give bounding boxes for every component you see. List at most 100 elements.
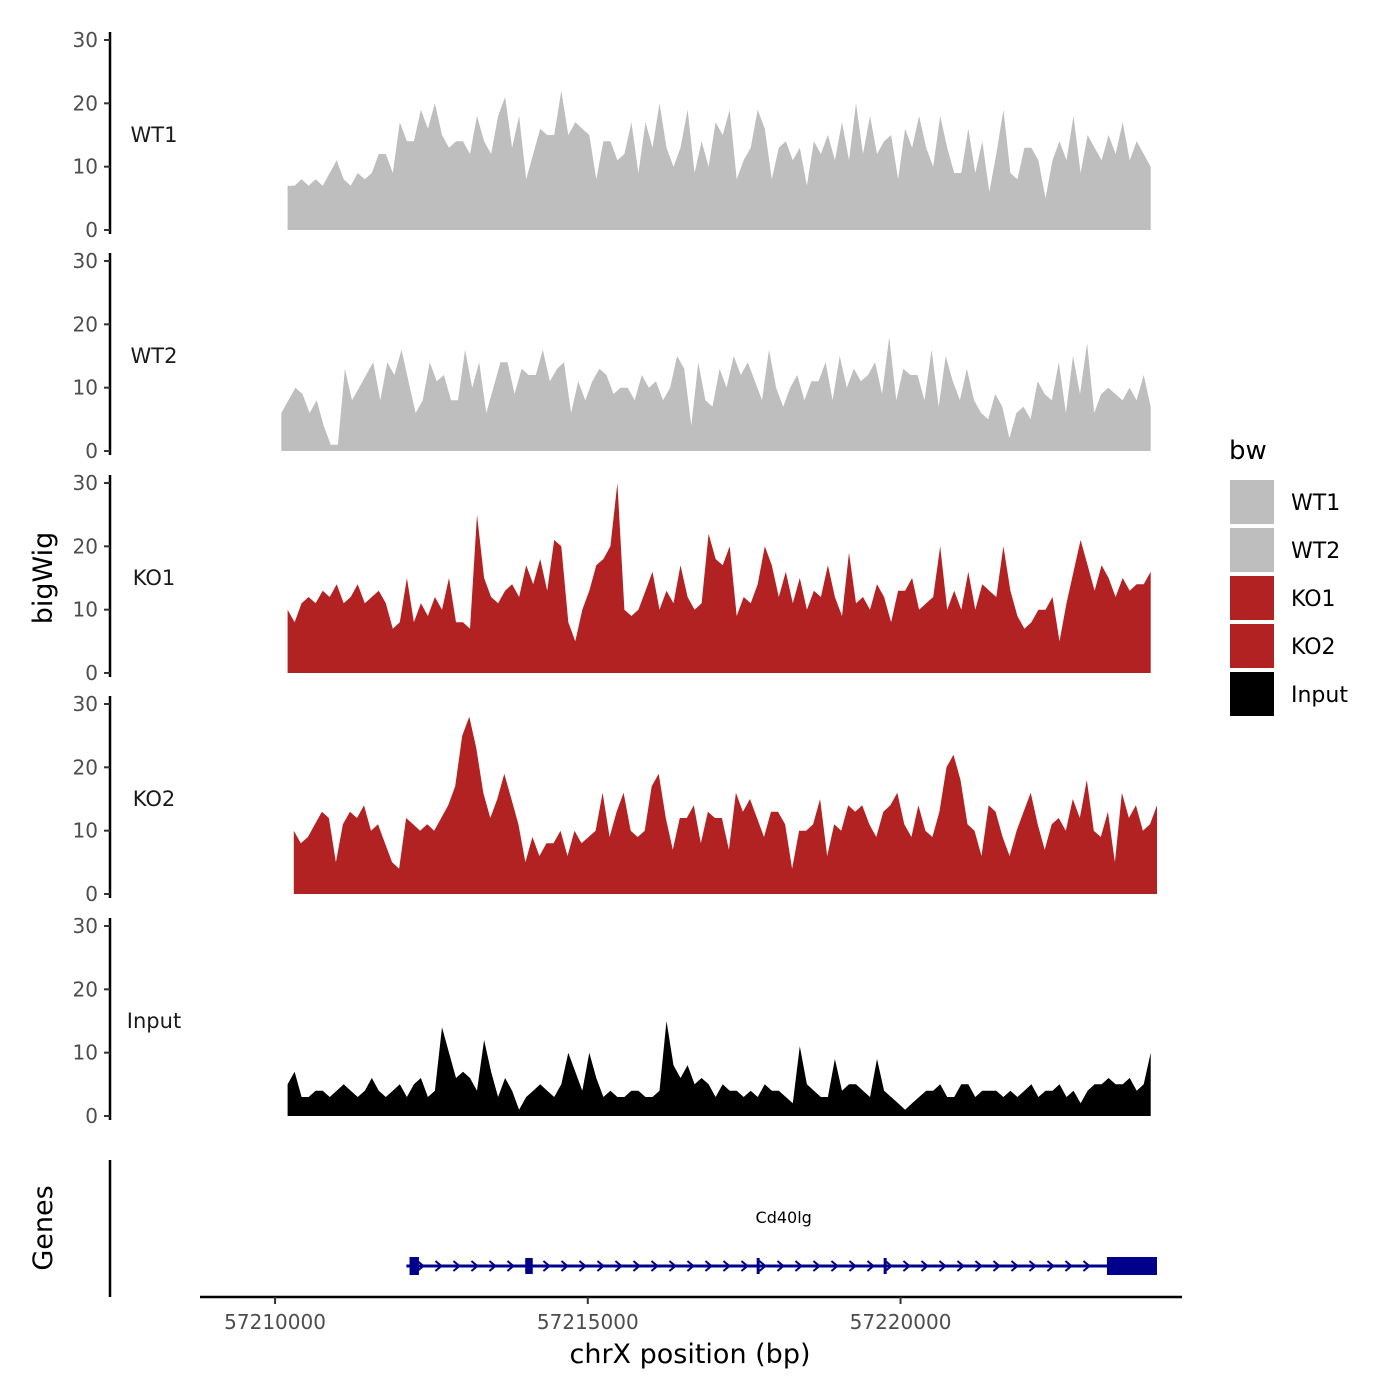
- strand-arrow: [740, 1260, 749, 1272]
- legend-swatch-ko2: [1230, 624, 1274, 668]
- legend-label-wt1: WT1: [1291, 491, 1340, 516]
- y-tick-label: 0: [85, 882, 98, 906]
- y-tick-label: 0: [85, 1104, 98, 1128]
- strand-arrow: [974, 1260, 983, 1272]
- coverage-area-wt1: [287, 90, 1151, 230]
- coverage-area-input: [287, 1021, 1151, 1116]
- legend-label-input: Input: [1291, 683, 1348, 708]
- gene-name-label: Cd40lg: [756, 1208, 812, 1227]
- strand-arrow: [632, 1260, 641, 1272]
- y-tick-label: 0: [85, 439, 98, 463]
- y-tick-label: 30: [73, 249, 98, 273]
- x-tick-label: 57220000: [850, 1310, 952, 1334]
- strand-arrow: [1046, 1260, 1055, 1272]
- y-tick-label: 20: [73, 755, 98, 779]
- y-tick-label: 10: [73, 376, 98, 400]
- y-tick-label: 10: [73, 155, 98, 179]
- x-tick-label: 57210000: [224, 1310, 326, 1334]
- gene-exon: [409, 1257, 419, 1275]
- track-ko1: 0 10 20 30 KO1: [73, 471, 1151, 685]
- strand-arrow: [452, 1260, 461, 1272]
- y-tick-label: 0: [85, 661, 98, 685]
- track-input: 0 10 20 30 Input: [73, 914, 1151, 1128]
- legend-label-ko1: KO1: [1291, 587, 1336, 612]
- strand-arrow: [1028, 1260, 1037, 1272]
- y-tick-label: 30: [73, 471, 98, 495]
- strand-arrow: [848, 1260, 857, 1272]
- strand-arrow: [560, 1260, 569, 1272]
- strand-arrow: [992, 1260, 1001, 1272]
- legend-label-ko2: KO2: [1291, 635, 1336, 660]
- y-tick-label: 20: [73, 91, 98, 115]
- legend-swatch-wt1: [1230, 480, 1274, 524]
- gene-exon: [525, 1258, 533, 1274]
- strand-arrow: [542, 1260, 551, 1272]
- y-tick-label: 0: [85, 218, 98, 242]
- genes-track: Genes Cd40lg: [28, 1160, 1157, 1297]
- coverage-area-ko1: [287, 483, 1151, 673]
- strand-arrow: [686, 1260, 695, 1272]
- strand-arrow: [956, 1260, 965, 1272]
- strand-arrow: [470, 1260, 479, 1272]
- x-axis: 57210000 57215000 57220000: [200, 1295, 1182, 1334]
- strand-arrow: [506, 1260, 515, 1272]
- y-tick-label: 10: [73, 1041, 98, 1065]
- strand-arrow: [758, 1260, 767, 1272]
- strand-arrow: [920, 1260, 929, 1272]
- y-tick-label: 20: [73, 534, 98, 558]
- track-label: Input: [127, 1009, 181, 1033]
- gene-cd40lg: Cd40lg: [406, 1208, 1157, 1275]
- coverage-area-wt2: [281, 337, 1151, 451]
- track-label: KO2: [133, 787, 176, 811]
- legend: bw WT1 WT2 KO1 KO2 Input: [1229, 436, 1348, 716]
- strand-arrow: [794, 1260, 803, 1272]
- coverage-tracks: 0 10 20 30 WT1 0 10 20 30 WT2 0 10 20 30 KO1 0 10 20 30 KO2…: [73, 28, 1157, 1128]
- track-wt1: 0 10 20 30 WT1: [73, 28, 1151, 242]
- strand-arrow: [722, 1260, 731, 1272]
- strand-arrow: [704, 1260, 713, 1272]
- y-tick-label: 30: [73, 692, 98, 716]
- strand-arrow: [812, 1260, 821, 1272]
- x-axis-title: chrX position (bp): [569, 1339, 810, 1370]
- strand-arrow: [488, 1260, 497, 1272]
- y-tick-label: 10: [73, 598, 98, 622]
- track-label: KO1: [133, 566, 176, 590]
- strand-arrow: [1064, 1260, 1073, 1272]
- gene-exon: [883, 1258, 887, 1274]
- strand-arrow: [776, 1260, 785, 1272]
- y-tick-label: 30: [73, 914, 98, 938]
- strand-arrow: [434, 1260, 443, 1272]
- y-tick-label: 20: [73, 312, 98, 336]
- track-ko2: 0 10 20 30 KO2: [73, 692, 1157, 906]
- y-axis-title: bigWig: [28, 532, 59, 625]
- gene-exon: [756, 1258, 760, 1274]
- gene-exon: [1106, 1257, 1157, 1275]
- legend-swatch-ko1: [1230, 576, 1274, 620]
- x-tick-label: 57215000: [537, 1310, 639, 1334]
- track-label: WT2: [131, 344, 178, 368]
- strand-arrow: [830, 1260, 839, 1272]
- legend-swatch-wt2: [1230, 528, 1274, 572]
- strand-arrow: [902, 1260, 911, 1272]
- track-wt2: 0 10 20 30 WT2: [73, 249, 1151, 463]
- legend-swatch-input: [1230, 672, 1274, 716]
- y-tick-label: 30: [73, 28, 98, 52]
- track-label: WT1: [131, 123, 178, 147]
- strand-arrow: [614, 1260, 623, 1272]
- strand-arrow: [650, 1260, 659, 1272]
- coverage-area-ko2: [293, 716, 1157, 894]
- strand-arrow: [884, 1260, 893, 1272]
- strand-arrow: [596, 1260, 605, 1272]
- strand-arrow: [668, 1260, 677, 1272]
- y-tick-label: 20: [73, 977, 98, 1001]
- strand-arrow: [938, 1260, 947, 1272]
- y-tick-label: 10: [73, 819, 98, 843]
- strand-arrow: [1082, 1260, 1091, 1272]
- legend-title: bw: [1229, 436, 1267, 466]
- strand-arrow: [578, 1260, 587, 1272]
- genes-track-title: Genes: [28, 1185, 59, 1270]
- strand-arrow: [866, 1260, 875, 1272]
- strand-arrow: [416, 1260, 425, 1272]
